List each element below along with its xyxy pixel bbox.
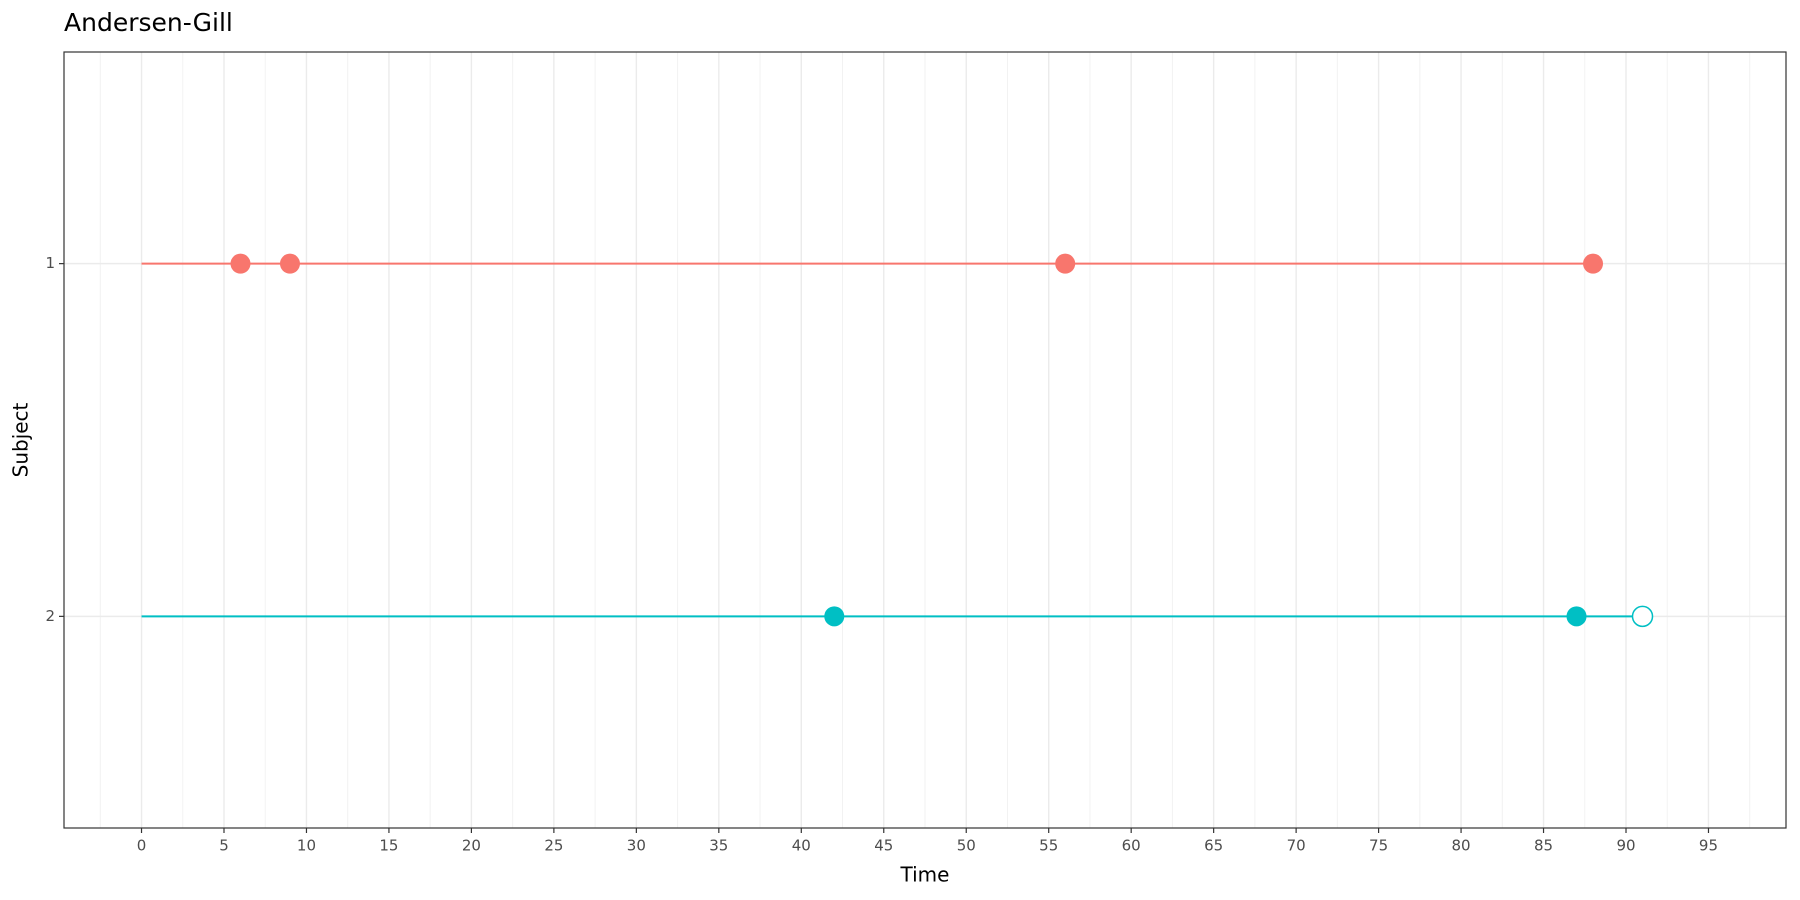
- x-tick-label: 80: [1452, 837, 1471, 855]
- x-tick-label: 15: [379, 837, 398, 855]
- x-tick-label: 55: [1039, 837, 1058, 855]
- panel-border: [63, 51, 1787, 829]
- event-point: [824, 606, 845, 627]
- x-tick-label: 25: [544, 837, 563, 855]
- x-tick-label: 65: [1204, 837, 1223, 855]
- event-point: [230, 253, 251, 274]
- x-tick-label: 30: [627, 837, 646, 855]
- x-tick-label: 20: [462, 837, 481, 855]
- x-tick-label: 5: [219, 837, 229, 855]
- x-tick-label: 75: [1369, 837, 1388, 855]
- x-tick-label: 45: [874, 837, 893, 855]
- x-tick-label: 90: [1616, 837, 1635, 855]
- x-tick-label: 85: [1534, 837, 1553, 855]
- x-tick-label: 50: [957, 837, 976, 855]
- y-axis-title: Subject: [9, 402, 33, 477]
- x-tick-label: 10: [297, 837, 316, 855]
- x-tick-label: 60: [1122, 837, 1141, 855]
- event-point: [1566, 606, 1587, 627]
- event-point: [1055, 253, 1076, 274]
- chart-title: Andersen-Gill: [64, 8, 233, 37]
- y-tick-label: 2: [45, 607, 55, 625]
- event-point: [1583, 253, 1604, 274]
- x-tick-label: 70: [1287, 837, 1306, 855]
- event-point: [279, 253, 300, 274]
- y-tick-label: 1: [45, 254, 55, 272]
- censored-point: [1631, 605, 1654, 628]
- x-axis-title: Time: [900, 863, 950, 887]
- x-tick-label: 35: [709, 837, 728, 855]
- x-tick-label: 40: [792, 837, 811, 855]
- x-tick-label: 95: [1699, 837, 1718, 855]
- x-tick-label: 0: [137, 837, 147, 855]
